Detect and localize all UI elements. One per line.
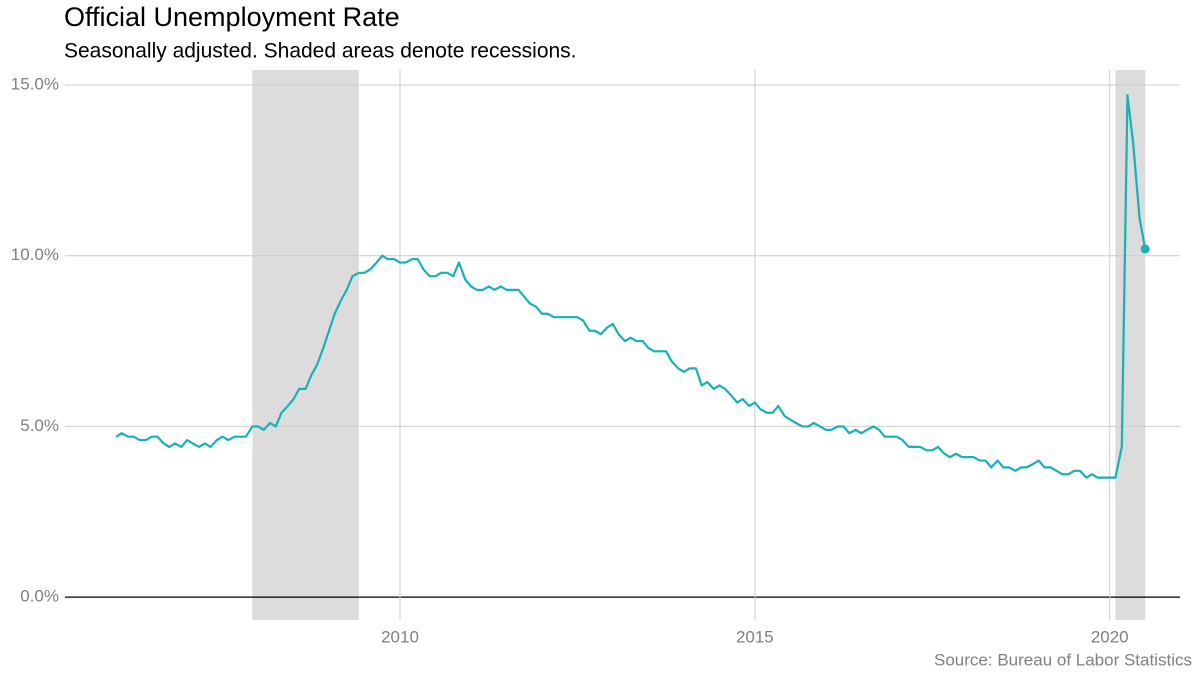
recession-band (1115, 70, 1146, 620)
recession-band (252, 70, 359, 620)
y-tick-label: 5.0% (20, 416, 59, 435)
x-tick-label: 2015 (736, 627, 774, 646)
x-tick-label: 2010 (381, 627, 419, 646)
chart-title: Official Unemployment Rate (64, 2, 400, 32)
y-tick-label: 0.0% (20, 587, 59, 606)
source-note: Source: Bureau of Labor Statistics (934, 650, 1192, 669)
data-line (115, 94, 1147, 479)
x-tick-label: 2020 (1091, 627, 1129, 646)
y-tick-label: 15.0% (11, 75, 59, 94)
end-point (1140, 244, 1150, 254)
chart-subtitle: Seasonally adjusted. Shaded areas denote… (64, 40, 577, 63)
y-tick-label: 10.0% (11, 245, 59, 264)
